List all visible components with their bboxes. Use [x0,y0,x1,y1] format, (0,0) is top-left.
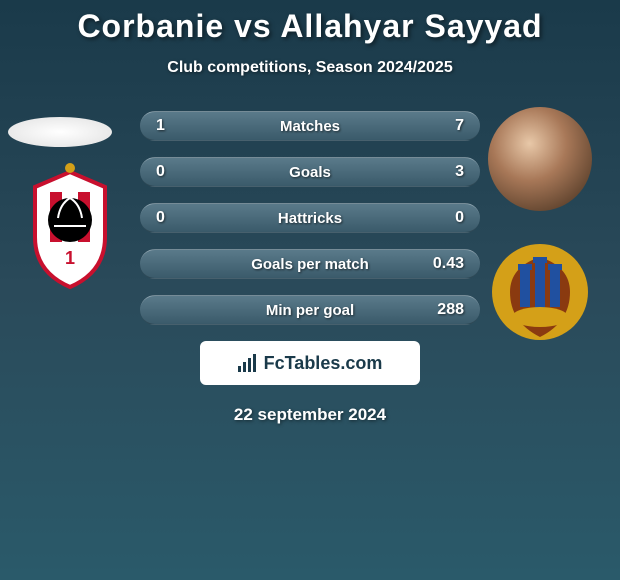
club-left-logo: 1 [20,162,120,292]
stat-row: 0 Goals 3 [140,157,480,187]
site-badge-label: FcTables.com [264,353,383,374]
player-left-photo [8,117,112,147]
stat-right-value: 7 [424,117,464,135]
stat-label: Goals per match [251,256,369,273]
stat-row: 1 Matches 7 [140,111,480,141]
stat-row: Min per goal 288 [140,295,480,325]
stat-left-value: 1 [156,117,196,135]
stat-left-value: 0 [156,163,196,181]
stat-right-value: 0.43 [424,255,464,273]
comparison-panel: 1 1 Matches 7 0 Goals 3 0 Ha [0,107,620,325]
stat-right-value: 3 [424,163,464,181]
stat-label: Goals [289,164,331,181]
stat-right-value: 288 [424,301,464,319]
stat-label: Hattricks [278,210,342,227]
site-badge: FcTables.com [200,341,420,385]
svg-text:1: 1 [65,248,75,268]
stat-right-value: 0 [424,209,464,227]
stats-list: 1 Matches 7 0 Goals 3 0 Hattricks 0 Goal… [140,107,480,325]
stat-label: Matches [280,118,340,135]
stat-label: Min per goal [266,302,354,319]
player-right-photo [488,107,592,211]
stat-left-value: 0 [156,209,196,227]
chart-icon [238,354,258,372]
subtitle: Club competitions, Season 2024/2025 [0,59,620,77]
date-label: 22 september 2024 [0,405,620,425]
stat-row: 0 Hattricks 0 [140,203,480,233]
stat-row: Goals per match 0.43 [140,249,480,279]
club-right-logo [490,242,590,342]
page-title: Corbanie vs Allahyar Sayyad [0,0,620,45]
